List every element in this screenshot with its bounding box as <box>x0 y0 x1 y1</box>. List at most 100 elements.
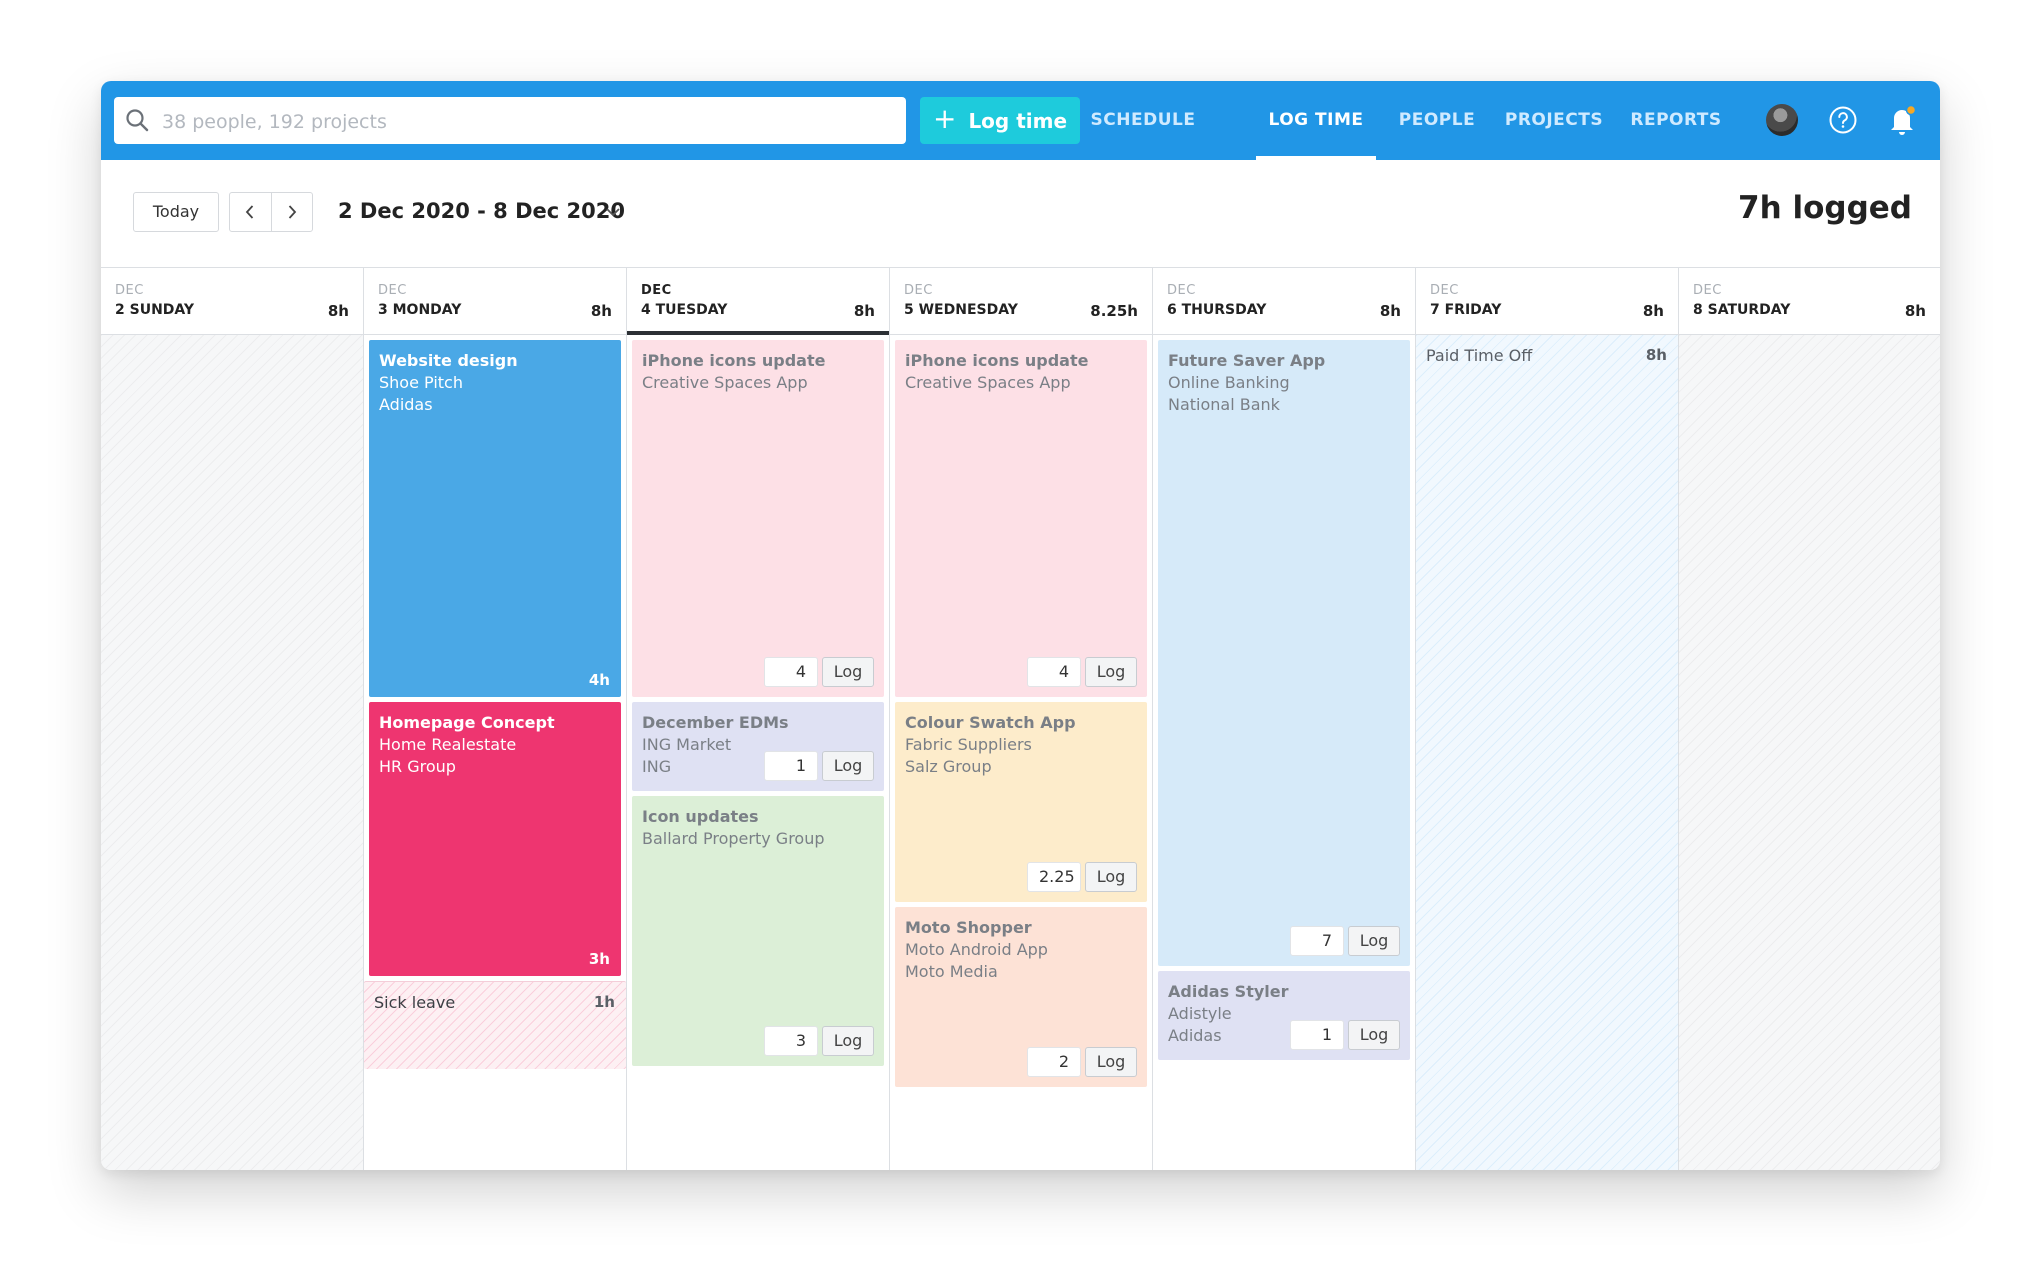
day-column-tuesday: DEC 4 TUESDAY 8h iPhone icons update Cre… <box>627 268 890 1170</box>
day-header: DEC 3 MONDAY 8h <box>364 268 626 335</box>
entry-project: Ballard Property Group <box>642 829 825 848</box>
day-body[interactable]: iPhone icons update Creative Spaces App … <box>890 335 1152 1170</box>
day-body[interactable]: Future Saver App Online Banking National… <box>1153 335 1415 1170</box>
log-controls: 1 Log <box>1290 1020 1400 1050</box>
day-hours: 8h <box>1642 302 1664 320</box>
next-week-button[interactable] <box>270 193 313 231</box>
day-body-weekend[interactable] <box>1679 335 1940 1170</box>
day-hours: 8.25h <box>1090 302 1138 320</box>
previous-week-button[interactable] <box>230 193 271 231</box>
log-time-button[interactable]: + Log time <box>920 97 1080 144</box>
log-controls: 2.25 Log <box>1027 862 1137 892</box>
entry-client: Salz Group <box>905 757 992 776</box>
entry-title: Sick leave <box>374 993 456 1012</box>
day-month: DEC <box>115 283 144 298</box>
time-entry-card[interactable]: Moto Shopper Moto Android App Moto Media… <box>895 907 1147 1087</box>
entry-duration: 8h <box>1645 346 1667 364</box>
log-button[interactable]: Log <box>1085 862 1137 892</box>
logged-total: 7h logged <box>1738 190 1912 226</box>
notification-dot <box>1905 104 1917 116</box>
entry-title: Homepage Concept <box>379 713 555 732</box>
entry-project: Shoe Pitch <box>379 373 463 392</box>
day-label: 3 MONDAY <box>378 302 462 318</box>
entry-title: Adidas Styler <box>1168 982 1289 1001</box>
today-button[interactable]: Today <box>133 192 219 232</box>
notification-bell-icon[interactable] <box>1886 103 1918 137</box>
entry-client: ING <box>642 757 672 776</box>
day-header: DEC 7 FRIDAY 8h <box>1416 268 1678 335</box>
log-button[interactable]: Log <box>1348 926 1400 956</box>
log-controls: 4 Log <box>1027 657 1137 687</box>
nav-projects[interactable]: PROJECTS <box>1504 110 1604 130</box>
time-off-label: Paid Time Off 8h <box>1416 335 1678 395</box>
time-entry-card[interactable]: Homepage Concept Home Realestate HR Grou… <box>369 702 621 976</box>
chevron-right-icon <box>288 205 296 219</box>
day-hours: 8h <box>1904 302 1926 320</box>
date-range: 2 Dec 2020 - 8 Dec 2020 <box>338 199 625 223</box>
entry-duration: 1h <box>593 993 615 1011</box>
nav-people[interactable]: PEOPLE <box>1398 110 1476 130</box>
day-column-sunday: DEC 2 SUNDAY 8h <box>101 268 364 1170</box>
day-month: DEC <box>641 283 672 298</box>
day-header-today: DEC 4 TUESDAY 8h <box>627 268 889 335</box>
log-button[interactable]: Log <box>822 1026 874 1056</box>
day-label: 7 FRIDAY <box>1430 302 1502 318</box>
user-avatar[interactable] <box>1766 104 1798 136</box>
entry-title: Icon updates <box>642 807 759 826</box>
hours-input[interactable]: 2.25 <box>1027 862 1081 892</box>
entry-project: Home Realestate <box>379 735 517 754</box>
entry-client: Adidas <box>379 395 433 414</box>
hours-input[interactable]: 1 <box>1290 1020 1344 1050</box>
chevron-down-icon[interactable] <box>603 202 623 222</box>
log-controls: 1 Log <box>764 751 874 781</box>
log-controls: 7 Log <box>1290 926 1400 956</box>
time-entry-card[interactable]: Colour Swatch App Fabric Suppliers Salz … <box>895 702 1147 902</box>
hours-input[interactable]: 7 <box>1290 926 1344 956</box>
day-column-wednesday: DEC 5 WEDNESDAY 8.25h iPhone icons updat… <box>890 268 1153 1170</box>
hours-input[interactable]: 4 <box>1027 657 1081 687</box>
day-body[interactable]: iPhone icons update Creative Spaces App … <box>627 335 889 1170</box>
log-time-button-label: Log time <box>968 108 1068 133</box>
day-hours: 8h <box>590 302 612 320</box>
nav-log-time[interactable]: LOG TIME <box>1256 81 1376 160</box>
nav-schedule[interactable]: SCHEDULE <box>1090 110 1196 130</box>
entry-client: HR Group <box>379 757 456 776</box>
day-column-friday: DEC 7 FRIDAY 8h Paid Time Off 8h <box>1416 268 1679 1170</box>
time-entry-card[interactable]: Website design Shoe Pitch Adidas 4h <box>369 340 621 697</box>
hours-input[interactable]: 3 <box>764 1026 818 1056</box>
week-calendar: DEC 2 SUNDAY 8h DEC 3 MONDAY 8h Website … <box>101 267 1940 1170</box>
day-label: 5 WEDNESDAY <box>904 302 1018 318</box>
log-button[interactable]: Log <box>1085 657 1137 687</box>
hours-input[interactable]: 1 <box>764 751 818 781</box>
time-entry-card[interactable]: Future Saver App Online Banking National… <box>1158 340 1410 966</box>
search-box[interactable] <box>114 97 906 146</box>
day-body[interactable]: Website design Shoe Pitch Adidas 4h Home… <box>364 335 626 1170</box>
day-hours: 8h <box>327 302 349 320</box>
day-header: DEC 6 THURSDAY 8h <box>1153 268 1415 335</box>
log-button[interactable]: Log <box>822 657 874 687</box>
time-entry-card[interactable]: Icon updates Ballard Property Group 3 Lo… <box>632 796 884 1066</box>
day-label: 8 SATURDAY <box>1693 302 1791 318</box>
day-label: 4 TUESDAY <box>641 302 728 318</box>
time-entry-card[interactable]: Adidas Styler Adistyle Adidas 1 Log <box>1158 971 1410 1060</box>
entry-title: iPhone icons update <box>905 351 1089 370</box>
day-header: DEC 8 SATURDAY 8h <box>1679 268 1940 335</box>
log-button[interactable]: Log <box>1348 1020 1400 1050</box>
sick-leave-entry[interactable]: Sick leave 1h <box>364 981 626 1069</box>
entry-project: Moto Android App <box>905 940 1048 959</box>
hours-input[interactable]: 4 <box>764 657 818 687</box>
log-button[interactable]: Log <box>822 751 874 781</box>
day-body-weekend[interactable] <box>101 335 363 1170</box>
search-input[interactable] <box>160 97 894 146</box>
time-entry-card[interactable]: December EDMs ING Market ING 1 Log <box>632 702 884 791</box>
time-entry-card[interactable]: iPhone icons update Creative Spaces App … <box>895 340 1147 697</box>
entry-title: Paid Time Off <box>1426 346 1533 365</box>
log-button[interactable]: Log <box>1085 1047 1137 1077</box>
entry-project: Creative Spaces App <box>905 373 1071 392</box>
nav-reports[interactable]: REPORTS <box>1630 110 1722 130</box>
help-icon[interactable] <box>1828 105 1858 135</box>
paid-time-off-entry[interactable]: Paid Time Off 8h <box>1416 335 1678 1170</box>
time-entry-card[interactable]: iPhone icons update Creative Spaces App … <box>632 340 884 697</box>
hours-input[interactable]: 2 <box>1027 1047 1081 1077</box>
search-icon <box>126 109 149 132</box>
